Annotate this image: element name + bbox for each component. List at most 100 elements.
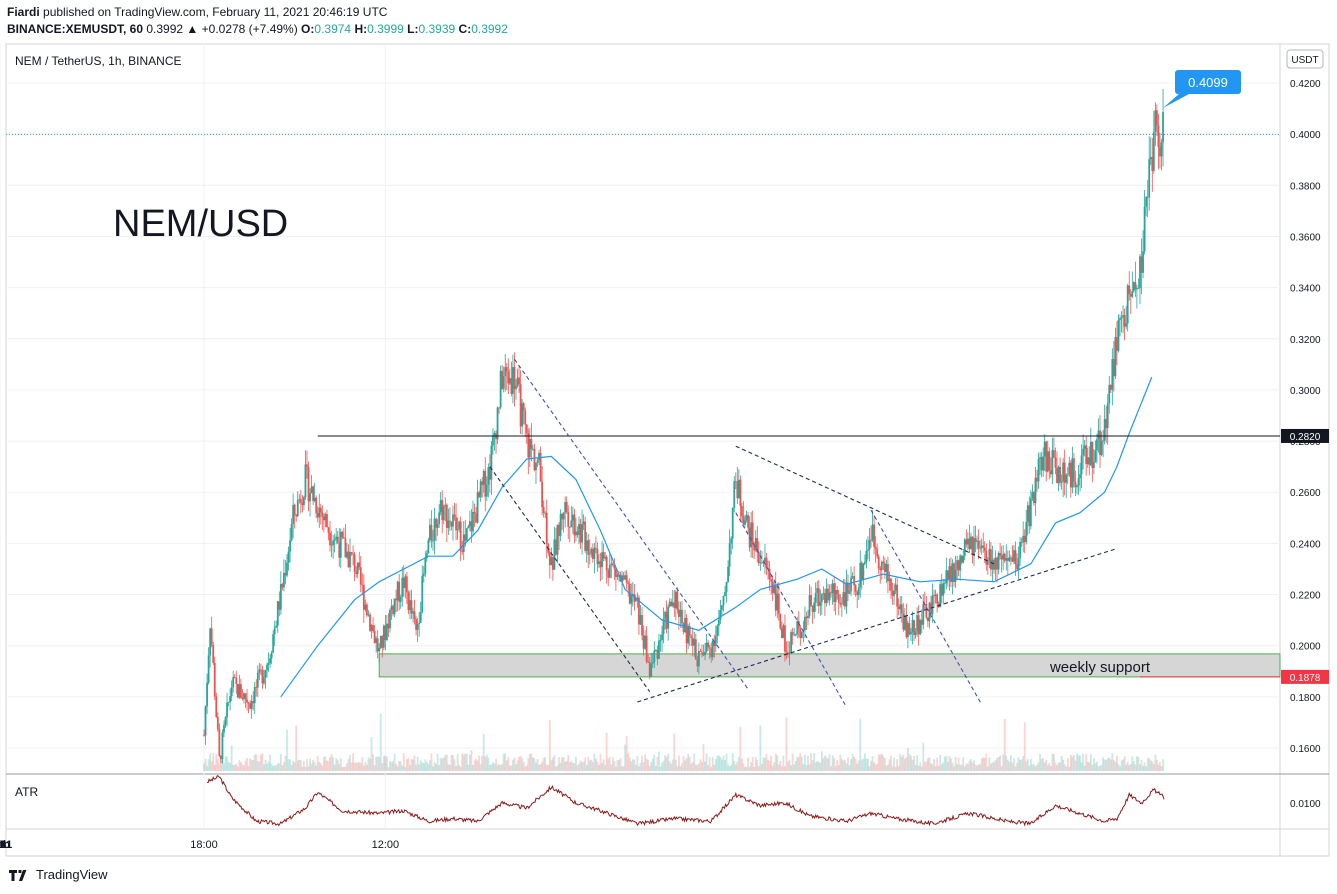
volume-bar: [346, 763, 348, 771]
atr-line: [207, 775, 1165, 827]
candle-body: [664, 612, 666, 619]
candle-body: [831, 583, 834, 594]
candle-body: [447, 520, 450, 528]
candle-body: [988, 549, 991, 562]
candle-body: [263, 677, 265, 684]
candle-body: [1108, 384, 1111, 404]
volume-bar: [568, 762, 571, 771]
high-value: 0.3999: [367, 22, 404, 36]
volume-bar: [694, 764, 697, 771]
candle-body: [962, 555, 965, 563]
volume-bar: [255, 754, 258, 771]
volume-bar: [585, 765, 588, 771]
candle-body: [493, 433, 496, 436]
volume-bar: [1028, 765, 1031, 771]
candle-body: [342, 537, 345, 539]
volume-bar: [863, 753, 866, 771]
candle-body: [341, 531, 344, 538]
candle-body: [800, 631, 803, 639]
candle-body: [346, 551, 348, 558]
open-label: O:: [301, 22, 315, 36]
volume-bar: [590, 759, 593, 771]
volume-bar: [748, 766, 751, 771]
volume-bar: [936, 757, 939, 771]
candle-body: [971, 536, 974, 556]
candle-body: [1116, 336, 1118, 351]
candle-body: [498, 407, 500, 409]
volume-bar: [1096, 761, 1098, 771]
volume-bar: [754, 756, 757, 771]
volume-bar: [842, 760, 845, 771]
volume-bar: [359, 762, 362, 771]
volume-bar: [968, 760, 971, 771]
volume-bar: [488, 765, 491, 771]
volume-bar: [993, 762, 995, 771]
volume-bar: [870, 760, 872, 771]
candle-body: [693, 639, 696, 646]
candle-body: [542, 507, 545, 513]
candle-body: [304, 464, 307, 498]
candle-body: [725, 581, 728, 593]
volume-bar: [258, 761, 261, 771]
candle-body: [658, 640, 660, 659]
candle-body: [1076, 485, 1078, 488]
candle-body: [648, 662, 651, 677]
volume-bar: [1076, 753, 1078, 771]
candle-body: [1096, 439, 1098, 451]
candle-body: [842, 592, 845, 604]
volume-bar: [1080, 762, 1083, 771]
candle-body: [427, 539, 430, 554]
volume-bar: [459, 766, 462, 771]
candle-body: [585, 540, 588, 551]
candle-body: [591, 549, 594, 559]
volume-bar: [401, 765, 404, 771]
candle-body: [567, 512, 570, 527]
volume-bar: [986, 766, 989, 771]
volume-bar: [441, 758, 444, 771]
volume-bar: [973, 760, 975, 771]
candle-body: [1008, 557, 1011, 561]
candle-body: [728, 543, 731, 567]
volume-bar: [1131, 756, 1134, 771]
candle-body: [564, 501, 567, 513]
candle-body: [385, 623, 388, 640]
candle-body: [587, 540, 590, 555]
candle-body: [575, 531, 577, 536]
volume-bar: [508, 765, 511, 771]
candle-body: [1145, 196, 1148, 207]
volume-bar: [1140, 759, 1143, 771]
resistance-price-badge: 0.2820: [1290, 432, 1321, 443]
currency-badge[interactable]: [1286, 49, 1324, 69]
candle-body: [412, 611, 414, 614]
volume-bar: [244, 760, 247, 771]
volume-bar: [473, 760, 476, 771]
candle-body: [993, 559, 995, 570]
candle-body: [883, 563, 886, 572]
volume-bar: [252, 760, 255, 771]
volume-bar: [1016, 762, 1018, 771]
volume-bar: [204, 758, 207, 771]
candle-body: [395, 598, 398, 601]
price-tick-label: 0.3400: [1290, 284, 1321, 295]
volume-bar: [942, 762, 945, 771]
candle-body: [226, 702, 228, 718]
volume-bar: [1043, 762, 1046, 771]
candle-body: [441, 500, 444, 521]
candle-body: [596, 548, 599, 565]
volume-bar: [450, 754, 453, 771]
candle-body: [292, 504, 295, 525]
axes: 0.4200 0.4000 0.3800 0.3600 0.3400 0.3200 0.30…: [0, 79, 1329, 851]
candle-body: [953, 563, 955, 582]
volume-bar: [449, 765, 451, 771]
candle-body: [565, 501, 568, 513]
candle-body: [862, 563, 865, 580]
candle-body: [455, 517, 457, 531]
close-value: 0.3992: [471, 22, 508, 36]
candle-body: [863, 561, 866, 564]
volume-bar: [332, 757, 335, 771]
volume-bar: [1065, 766, 1068, 771]
candle-body: [1002, 553, 1005, 560]
candle-body: [925, 604, 928, 618]
candle-body: [424, 558, 427, 574]
